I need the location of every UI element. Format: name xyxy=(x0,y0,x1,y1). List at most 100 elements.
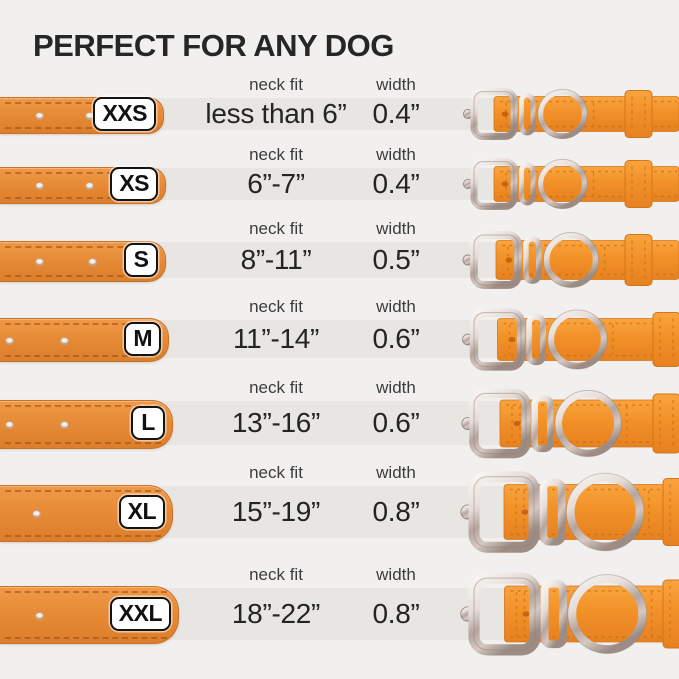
size-label-anchor: XS xyxy=(0,167,158,202)
punch-hole xyxy=(85,182,94,190)
collar-buckle-assembly xyxy=(462,231,679,289)
width-value: 0.8” xyxy=(372,598,420,629)
stitch-bottom xyxy=(5,355,157,357)
punch-hole xyxy=(5,421,14,429)
keeper-loop xyxy=(526,313,546,365)
size-label-anchor: XXL xyxy=(0,586,171,642)
stitch-bottom xyxy=(5,196,154,199)
stitch-bottom xyxy=(5,534,161,537)
width-value: 0.6” xyxy=(372,323,420,354)
d-ring xyxy=(567,574,647,654)
width-header: width xyxy=(376,75,416,94)
d-ring-edge xyxy=(537,88,588,140)
neck-fit-header: neck fit xyxy=(249,565,303,584)
keeper-loop xyxy=(531,394,554,452)
width-header: width xyxy=(376,219,416,238)
width-header: width xyxy=(376,463,416,482)
d-ring-edge xyxy=(567,574,648,654)
width-header: width xyxy=(376,297,416,316)
neck-fit-header: neck fit xyxy=(249,378,303,397)
stitch-top xyxy=(5,404,161,407)
size-label: XL xyxy=(118,495,165,529)
buckle-frame-edge xyxy=(473,161,515,207)
d-ring-edge xyxy=(543,232,600,288)
size-label-anchor: XXS xyxy=(0,97,156,132)
neck-fit-header: neck fit xyxy=(249,297,303,316)
buckle-frame-edge xyxy=(473,234,519,286)
collar-keeper xyxy=(662,478,679,546)
punch-hole xyxy=(60,421,69,429)
stitch-bottom xyxy=(5,274,154,277)
stitch-top xyxy=(5,245,154,248)
width-value: 0.8” xyxy=(372,496,420,527)
neck-fit-value: 6”-7” xyxy=(247,168,305,199)
buckle-frame-edge xyxy=(473,91,515,137)
stitch-bottom xyxy=(5,637,167,639)
size-label: L xyxy=(131,406,165,440)
size-label-anchor: L xyxy=(0,400,165,447)
neck-fit-header: neck fit xyxy=(249,75,303,94)
size-label: M xyxy=(124,322,161,356)
keeper-loop xyxy=(519,92,536,136)
buckle-frame-edge xyxy=(473,392,527,454)
collar-buckle-assembly xyxy=(462,307,679,371)
keeper-loop xyxy=(539,478,566,546)
punch-hole xyxy=(35,182,44,190)
keeper-loop xyxy=(540,579,567,649)
collar-buckle-assembly xyxy=(460,572,679,656)
collar-buckle-assembly xyxy=(460,471,679,553)
page-title: PERFECT FOR ANY DOG xyxy=(33,28,394,63)
width-value: 0.5” xyxy=(372,244,420,275)
stitch-bottom xyxy=(5,441,161,444)
d-ring xyxy=(547,309,608,369)
collar-keeper xyxy=(624,90,653,138)
collar-buckle-assembly xyxy=(463,88,679,140)
d-ring-edge xyxy=(565,472,645,552)
punch-hole xyxy=(5,337,14,345)
neck-fit-value: less than 6” xyxy=(205,98,347,129)
neck-fit-value: 18”-22” xyxy=(231,598,321,629)
collar-keeper xyxy=(662,579,679,649)
width-header: width xyxy=(376,565,416,584)
d-ring-edge xyxy=(554,389,622,457)
stitch-top xyxy=(5,101,152,104)
stitch-top xyxy=(5,323,157,325)
punch-hole xyxy=(35,612,44,620)
d-ring xyxy=(554,389,622,457)
punch-hole xyxy=(32,510,41,518)
keeper-loop xyxy=(523,236,542,284)
punch-hole xyxy=(35,112,44,120)
d-ring xyxy=(537,159,588,209)
width-header: width xyxy=(376,378,416,397)
neck-fit-header: neck fit xyxy=(249,145,303,164)
size-label: S xyxy=(124,243,158,277)
neck-fit-value: 8”-11” xyxy=(240,244,312,275)
width-value: 0.4” xyxy=(372,98,420,129)
collar-buckle-assembly xyxy=(461,388,679,458)
size-label-anchor: S xyxy=(0,241,158,280)
buckle-frame-edge xyxy=(473,311,522,367)
stitch-top xyxy=(5,171,154,174)
stitch-top xyxy=(5,591,167,593)
collar-buckle-assembly xyxy=(463,158,679,210)
size-label-anchor: XL xyxy=(0,485,165,540)
neck-fit-header: neck fit xyxy=(249,219,303,238)
buckle-frame-edge xyxy=(473,476,535,548)
size-label: XXL xyxy=(109,597,171,631)
size-label-anchor: M xyxy=(0,318,161,360)
d-ring xyxy=(543,232,599,288)
neck-fit-value: 15”-19” xyxy=(231,496,321,527)
collar-keeper xyxy=(624,160,653,208)
d-ring xyxy=(566,473,644,551)
width-value: 0.4” xyxy=(372,168,420,199)
keeper-loop xyxy=(519,162,536,206)
neck-fit-value: 13”-16” xyxy=(231,407,321,438)
d-ring xyxy=(537,89,588,139)
d-ring-edge xyxy=(537,158,588,210)
width-value: 0.6” xyxy=(372,407,420,438)
neck-fit-value: 11”-14” xyxy=(232,323,320,354)
width-header: width xyxy=(376,145,416,164)
d-ring-edge xyxy=(547,308,608,370)
punch-hole xyxy=(60,337,69,345)
stitch-top xyxy=(5,489,161,492)
